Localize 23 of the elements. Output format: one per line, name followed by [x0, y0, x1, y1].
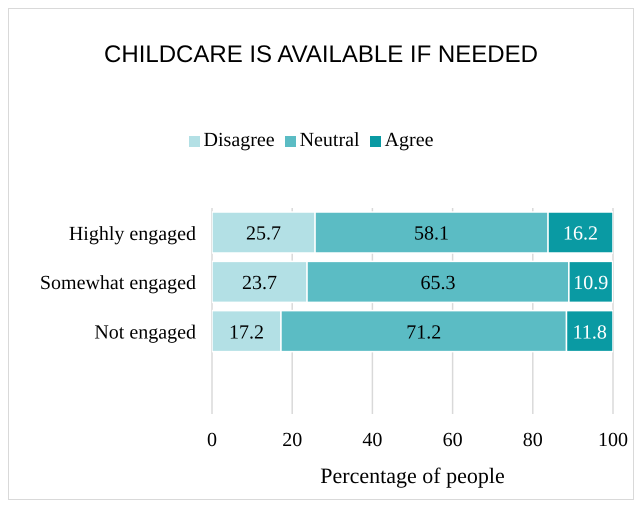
- legend-label: Neutral: [300, 129, 360, 151]
- x-tick-label: 60: [442, 429, 463, 452]
- chart-title: CHILDCARE IS AVAILABLE IF NEEDED: [103, 41, 539, 69]
- y-tick-label: Highly engaged: [68, 222, 196, 245]
- data-label: 16.2: [563, 222, 598, 245]
- x-tick-label: 100: [598, 429, 628, 452]
- data-label: 25.7: [246, 222, 282, 245]
- x-tick-label: 0: [207, 429, 217, 452]
- x-tick-label: 40: [362, 429, 382, 452]
- x-tick-label: 20: [282, 429, 302, 452]
- data-label: 58.1: [414, 222, 450, 245]
- legend-label: Agree: [384, 129, 434, 151]
- data-label: 71.2: [406, 321, 442, 344]
- data-label: 17.2: [228, 321, 264, 344]
- data-label: 11.8: [572, 321, 607, 344]
- data-label: 23.7: [242, 272, 278, 294]
- x-tick-label: 80: [522, 429, 543, 452]
- legend-label: Disagree: [204, 129, 275, 151]
- y-tick-label: Not engaged: [94, 321, 196, 344]
- data-label: 65.3: [420, 272, 456, 294]
- y-tick-label: Somewhat engaged: [40, 272, 196, 294]
- x-axis-title: Percentage of people: [320, 463, 505, 488]
- data-label: 10.9: [573, 272, 608, 294]
